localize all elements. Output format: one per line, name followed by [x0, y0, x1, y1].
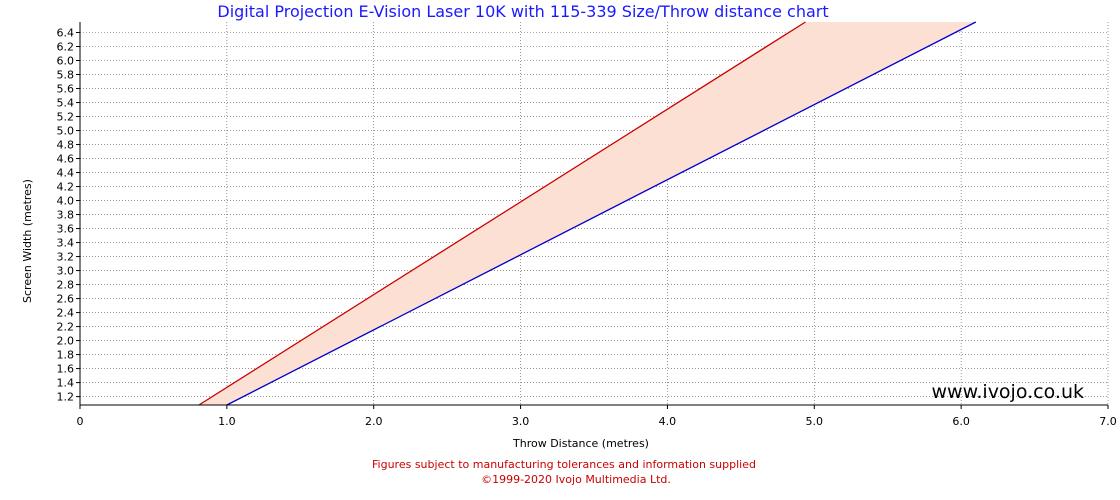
x-tick-label: 1.0 [218, 415, 236, 428]
y-tick-label: 2.8 [57, 279, 75, 292]
y-tick-label: 3.6 [57, 223, 75, 236]
y-tick-label: 2.2 [57, 321, 75, 334]
x-tick-label: 7.0 [1099, 415, 1117, 428]
y-tick-label: 5.6 [57, 83, 75, 96]
y-tick-label: 1.6 [57, 363, 75, 376]
y-axis-ticks: 1.21.41.61.82.02.22.42.62.83.03.23.43.63… [57, 27, 80, 404]
x-tick-label: 3.0 [512, 415, 530, 428]
x-tick-label: 5.0 [806, 415, 824, 428]
disclaimer-text: Figures subject to manufacturing toleran… [372, 458, 756, 471]
y-tick-label: 1.2 [57, 391, 75, 404]
y-tick-label: 5.2 [57, 111, 75, 124]
throw-range-band [198, 22, 976, 405]
y-tick-label: 5.0 [57, 125, 75, 138]
y-tick-label: 3.4 [57, 237, 75, 250]
y-tick-label: 5.8 [57, 69, 75, 82]
y-tick-label: 5.4 [57, 97, 75, 110]
y-tick-label: 2.4 [57, 307, 75, 320]
x-tick-label: 0 [77, 415, 84, 428]
y-tick-label: 2.6 [57, 293, 75, 306]
y-tick-label: 4.0 [57, 195, 75, 208]
y-tick-label: 1.8 [57, 349, 75, 362]
series-line-blue [226, 21, 977, 406]
series-lines [198, 21, 977, 406]
y-axis-label: Screen Width (metres) [21, 179, 34, 303]
y-tick-label: 3.8 [57, 209, 75, 222]
series-line-red [198, 21, 806, 406]
chart-title: Digital Projection E-Vision Laser 10K wi… [217, 2, 828, 21]
x-tick-label: 2.0 [365, 415, 383, 428]
x-axis-ticks: 0 1.0 2.0 3.0 4.0 5.0 6.0 7.0 [77, 405, 1117, 428]
x-axis-label: Throw Distance (metres) [512, 437, 649, 450]
y-tick-label: 6.2 [57, 41, 75, 54]
y-tick-label: 1.4 [57, 377, 75, 390]
y-tick-label: 2.0 [57, 335, 75, 348]
y-tick-label: 3.2 [57, 251, 75, 264]
x-tick-label: 4.0 [659, 415, 677, 428]
axes [79, 22, 1108, 406]
y-tick-label: 6.4 [57, 27, 75, 40]
y-tick-label: 4.6 [57, 153, 75, 166]
y-tick-label: 4.2 [57, 181, 75, 194]
y-tick-label: 4.8 [57, 139, 75, 152]
y-tick-label: 4.4 [57, 167, 75, 180]
copyright-text: ©1999-2020 Ivojo Multimedia Ltd. [481, 473, 671, 486]
y-tick-label: 3.0 [57, 265, 75, 278]
x-tick-label: 6.0 [952, 415, 970, 428]
watermark: www.ivojo.co.uk [932, 381, 1085, 403]
y-tick-label: 6.0 [57, 55, 75, 68]
